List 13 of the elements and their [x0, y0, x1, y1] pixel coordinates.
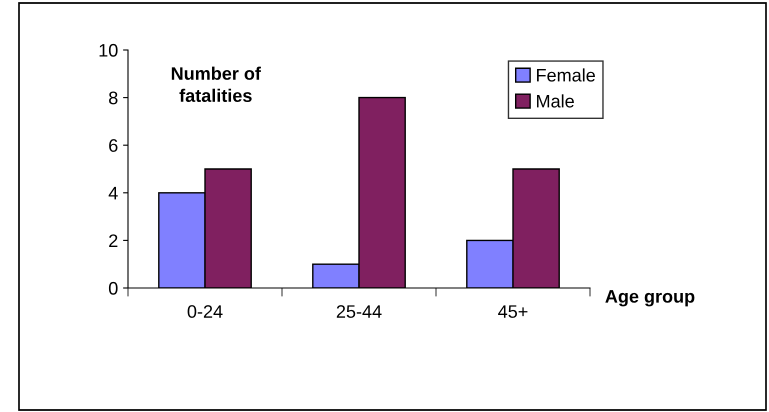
- x-tick-label: 45+: [498, 305, 528, 318]
- x-tick-label: 25-44: [336, 305, 382, 318]
- x-axis-title: Age group: [605, 290, 694, 306]
- x-tick-label: 0-24: [188, 305, 223, 318]
- y-tick-label: 4: [108, 186, 118, 200]
- y-axis-title: Number of fatalities: [172, 66, 261, 102]
- y-tick-label: 8: [109, 92, 118, 104]
- legend-label: Male: [537, 94, 574, 108]
- y-tick-label: 2: [109, 234, 118, 247]
- legend-label: Female: [537, 68, 595, 82]
- y-tick-label: 6: [109, 139, 118, 152]
- y-tick-label: 0: [108, 282, 118, 295]
- y-tick-label: 10: [100, 44, 118, 57]
